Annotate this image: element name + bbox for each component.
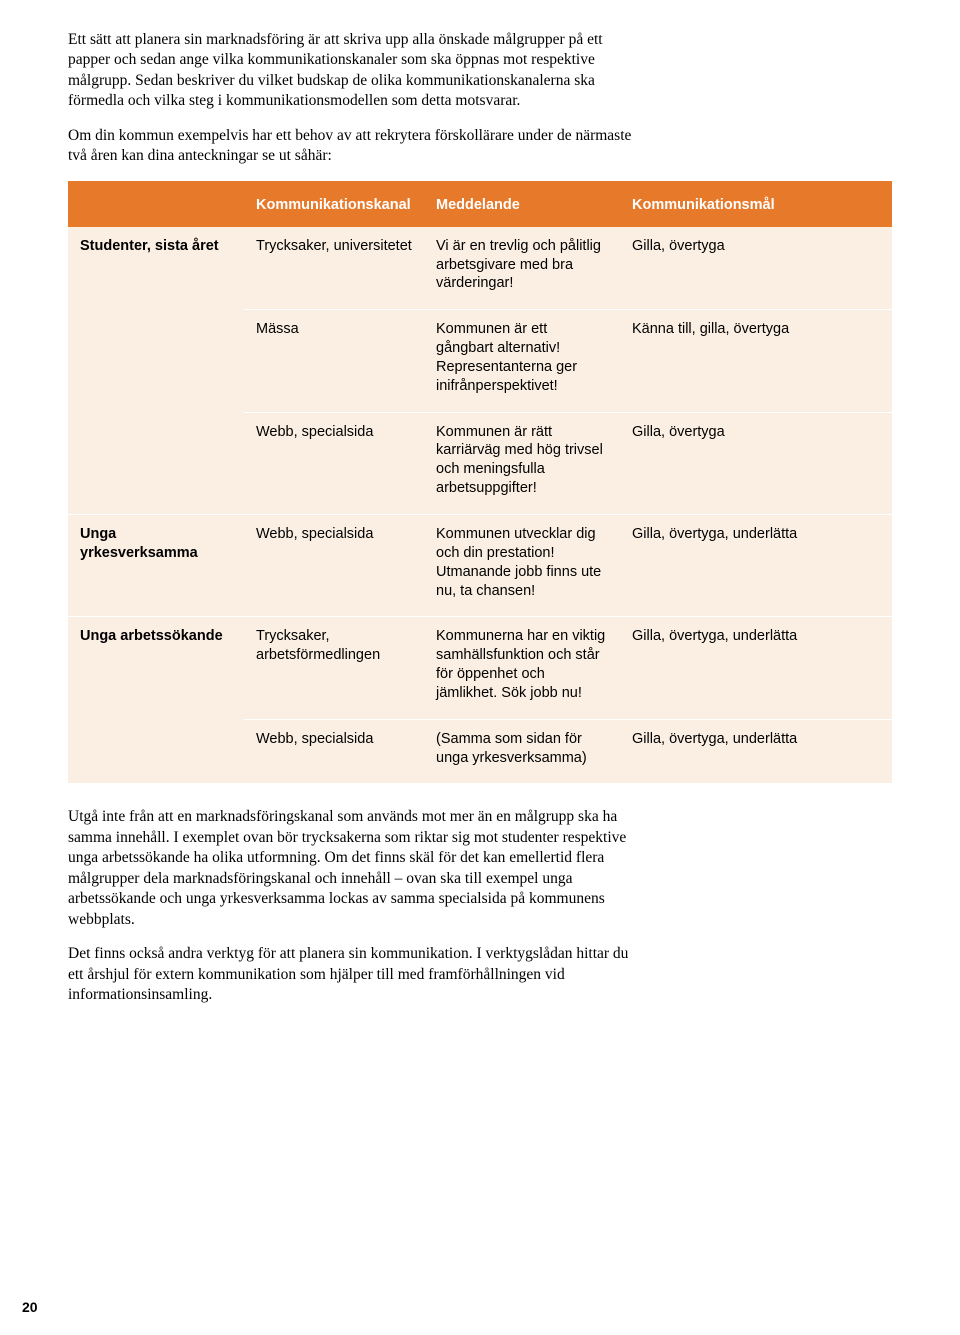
- table-header-row: Kommunikationskanal Meddelande Kommunika…: [68, 181, 892, 227]
- cell-goal: Gilla, övertyga, underlätta: [620, 515, 892, 617]
- intro-paragraph-1: Ett sätt att planera sin marknadsföring …: [68, 30, 633, 112]
- cell-message: (Samma som sidan för unga yrkesverksamma…: [424, 719, 620, 783]
- group-cell-young-professionals: Unga yrkesverksamma: [68, 515, 244, 617]
- cell-goal: Gilla, övertyga: [620, 227, 892, 310]
- table-header-message: Meddelande: [424, 181, 620, 227]
- intro-text-block: Ett sätt att planera sin marknadsföring …: [68, 30, 633, 167]
- cell-channel: Trycksaker, universitetet: [244, 227, 424, 310]
- group-cell-students: Studenter, sista året: [68, 227, 244, 515]
- communication-table: Kommunikationskanal Meddelande Kommunika…: [68, 181, 892, 784]
- cell-message: Kommunen är rätt karriärväg med hög triv…: [424, 412, 620, 514]
- table-header-goal: Kommunikationsmål: [620, 181, 892, 227]
- cell-goal: Känna till, gilla, övertyga: [620, 310, 892, 412]
- cell-channel: Webb, specialsida: [244, 515, 424, 617]
- cell-channel: Trycksaker, arbetsförmedlingen: [244, 617, 424, 719]
- cell-channel: Mässa: [244, 310, 424, 412]
- communication-table-wrapper: Kommunikationskanal Meddelande Kommunika…: [68, 181, 892, 784]
- group-cell-young-jobseekers: Unga arbetssökande: [68, 617, 244, 784]
- page-number: 20: [22, 1299, 38, 1315]
- table-header-channel: Kommunikationskanal: [244, 181, 424, 227]
- after-text-block: Utgå inte från att en marknadsföringskan…: [68, 807, 633, 1005]
- cell-message: Kommunerna har en viktig samhällsfunktio…: [424, 617, 620, 719]
- cell-channel: Webb, specialsida: [244, 719, 424, 783]
- table-row: Unga yrkesverksamma Webb, specialsida Ko…: [68, 515, 892, 617]
- cell-goal: Gilla, övertyga, underlätta: [620, 719, 892, 783]
- after-paragraph-2: Det finns också andra verktyg för att pl…: [68, 944, 633, 1005]
- cell-message: Kommunen är ett gångbart alternativ! Rep…: [424, 310, 620, 412]
- cell-goal: Gilla, övertyga: [620, 412, 892, 514]
- cell-goal: Gilla, övertyga, underlätta: [620, 617, 892, 719]
- table-header-blank: [68, 181, 244, 227]
- table-row: Studenter, sista året Trycksaker, univer…: [68, 227, 892, 310]
- cell-message: Vi är en trevlig och pålitlig arbetsgiva…: [424, 227, 620, 310]
- after-paragraph-1: Utgå inte från att en marknadsföringskan…: [68, 807, 633, 930]
- intro-paragraph-2: Om din kommun exempelvis har ett behov a…: [68, 126, 633, 167]
- table-row: Unga arbetssökande Trycksaker, arbetsför…: [68, 617, 892, 719]
- cell-message: Kommunen utvecklar dig och din prestatio…: [424, 515, 620, 617]
- cell-channel: Webb, specialsida: [244, 412, 424, 514]
